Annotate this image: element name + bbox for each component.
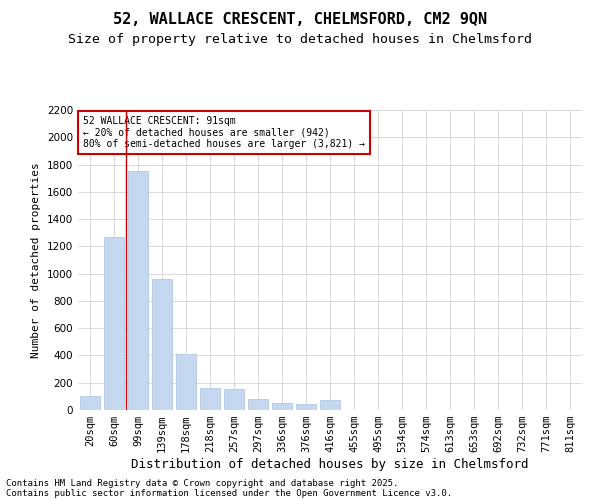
- Bar: [128, 172, 148, 410]
- Text: Contains public sector information licensed under the Open Government Licence v3: Contains public sector information licen…: [6, 488, 452, 498]
- Text: Contains HM Land Registry data © Crown copyright and database right 2025.: Contains HM Land Registry data © Crown c…: [6, 478, 398, 488]
- Y-axis label: Number of detached properties: Number of detached properties: [31, 162, 41, 358]
- Bar: [104, 237, 124, 410]
- Text: Size of property relative to detached houses in Chelmsford: Size of property relative to detached ho…: [68, 32, 532, 46]
- Bar: [152, 279, 172, 410]
- Bar: [80, 396, 100, 410]
- Bar: [296, 404, 316, 410]
- Bar: [320, 400, 340, 410]
- Bar: [176, 354, 196, 410]
- Bar: [200, 388, 220, 410]
- X-axis label: Distribution of detached houses by size in Chelmsford: Distribution of detached houses by size …: [131, 458, 529, 471]
- Text: 52, WALLACE CRESCENT, CHELMSFORD, CM2 9QN: 52, WALLACE CRESCENT, CHELMSFORD, CM2 9Q…: [113, 12, 487, 28]
- Bar: [248, 399, 268, 410]
- Bar: [272, 403, 292, 410]
- Bar: [224, 389, 244, 410]
- Text: 52 WALLACE CRESCENT: 91sqm
← 20% of detached houses are smaller (942)
80% of sem: 52 WALLACE CRESCENT: 91sqm ← 20% of deta…: [83, 116, 365, 149]
